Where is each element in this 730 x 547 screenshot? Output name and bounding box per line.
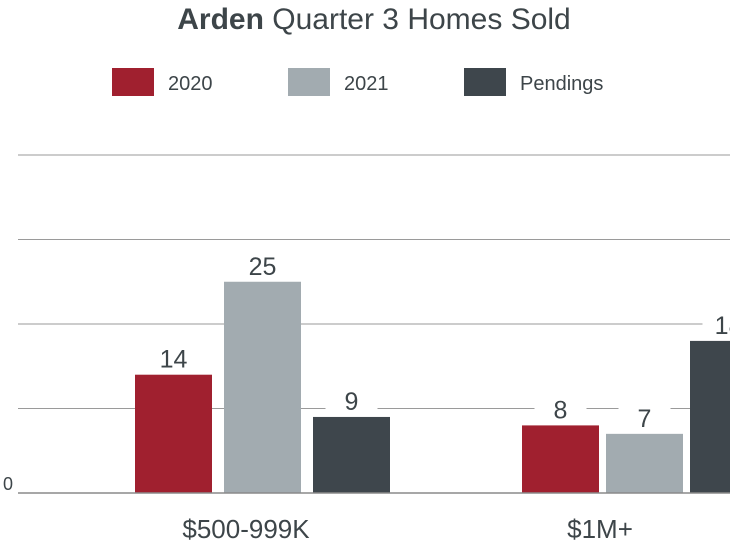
legend-label-1: 2021 <box>344 73 389 95</box>
data-label: 25 <box>249 253 277 281</box>
chart-title-rest: Quarter 3 Homes Sold <box>264 3 571 36</box>
data-label: 7 <box>638 405 652 433</box>
data-label-bg <box>325 383 378 414</box>
bar-2021-0 <box>224 281 301 493</box>
legend: 2020 2021 Pendings <box>112 68 603 96</box>
category-label: $500-999K <box>182 514 310 544</box>
data-label: 18 <box>715 312 730 340</box>
data-label-bg <box>702 307 730 338</box>
data-label: 8 <box>554 396 568 424</box>
legend-swatch-2 <box>464 68 506 96</box>
data-label-bg <box>147 341 200 372</box>
bar-2020-0 <box>135 374 212 493</box>
y-tick-label: 0 <box>3 474 13 494</box>
legend-label-2: Pendings <box>520 73 603 95</box>
bars <box>135 281 730 493</box>
legend-label-0: 2020 <box>168 73 213 95</box>
data-label-bg <box>534 392 587 423</box>
data-label-bg <box>236 248 289 279</box>
data-labels: 14 25 9 8 7 18 <box>147 248 730 433</box>
category-label: $1M+ <box>567 514 633 544</box>
chart-title-bold: Arden <box>177 3 264 36</box>
legend-swatch-0 <box>112 68 154 96</box>
x-axis: 0 $500-999K $1M+ <box>3 474 730 544</box>
bar-2021-1 <box>606 433 683 493</box>
data-label: 9 <box>345 388 359 416</box>
bar-pendings-0 <box>313 416 390 493</box>
gridlines <box>18 154 730 409</box>
data-label-bg <box>618 400 671 431</box>
bar-2020-1 <box>522 425 599 493</box>
data-label: 14 <box>160 346 188 374</box>
legend-swatch-1 <box>288 68 330 96</box>
chart-title: Arden Quarter 3 Homes Sold <box>177 3 570 36</box>
bar-pendings-1 <box>690 340 730 493</box>
